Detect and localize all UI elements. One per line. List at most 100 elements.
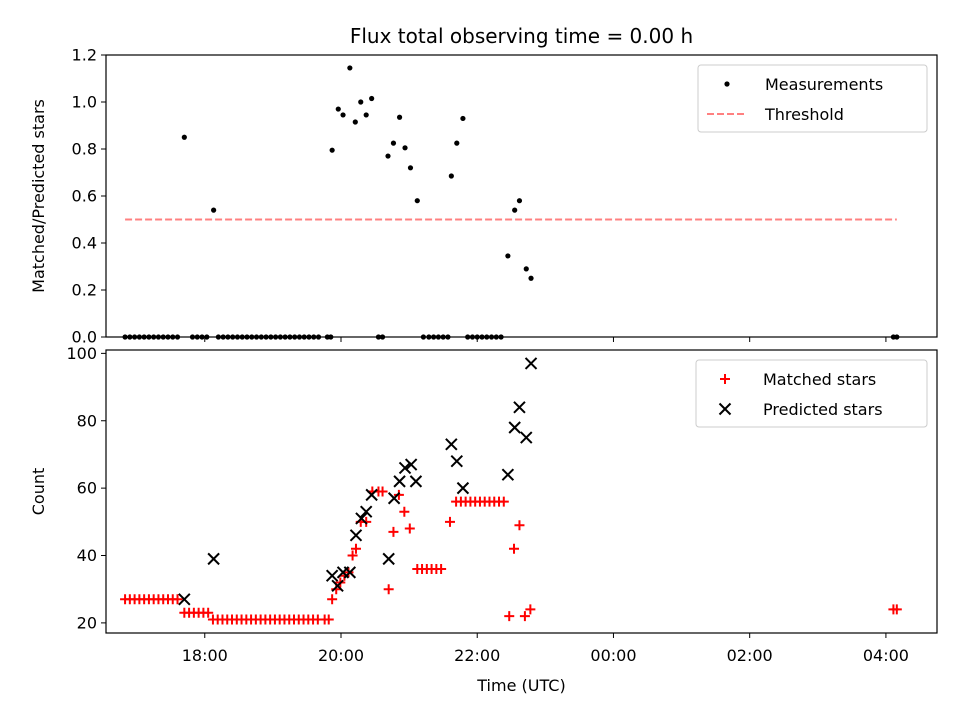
legend-box bbox=[697, 64, 928, 133]
measurement-point bbox=[390, 140, 397, 146]
matched-star-point bbox=[203, 607, 214, 618]
matched-star-point bbox=[350, 543, 361, 554]
matched-star-point bbox=[399, 506, 410, 517]
predicted-star-point bbox=[207, 552, 220, 566]
axes-frame bbox=[105, 349, 938, 634]
x-tick-label: 00:00 bbox=[590, 646, 636, 665]
measurement-point bbox=[347, 65, 353, 71]
predicted-star-point bbox=[343, 566, 357, 579]
predicted-star-point bbox=[398, 461, 412, 475]
matched-star-point bbox=[891, 604, 902, 615]
predicted-star-point bbox=[409, 475, 423, 488]
matched-star-point bbox=[323, 614, 334, 625]
measurement-point bbox=[352, 119, 358, 125]
matched-star-point bbox=[327, 594, 338, 605]
y-tick-label: 20 bbox=[77, 613, 97, 632]
x-tick-label: 04:00 bbox=[863, 646, 909, 665]
measurement-point bbox=[340, 112, 346, 118]
measurement-point bbox=[523, 266, 529, 272]
measurement-point bbox=[211, 207, 217, 213]
y-tick-label: 1.2 bbox=[72, 46, 97, 65]
x-tick-label: 22:00 bbox=[454, 646, 500, 665]
predicted-star-point bbox=[387, 492, 401, 505]
predicted-star-point bbox=[524, 357, 538, 370]
matched-star-point bbox=[525, 604, 536, 615]
matched-star-point bbox=[388, 526, 399, 537]
matched-star-point bbox=[172, 594, 183, 605]
x-axis-label: Time (UTC) bbox=[476, 676, 565, 695]
legend-label: Predicted stars bbox=[763, 400, 883, 419]
measurement-point bbox=[454, 140, 460, 146]
legend-label: Measurements bbox=[765, 75, 883, 94]
y-tick-label: 40 bbox=[77, 546, 97, 565]
predicted-star-point bbox=[349, 529, 363, 542]
measurement-point bbox=[363, 112, 369, 118]
x-tick-label: 20:00 bbox=[318, 646, 364, 665]
measurement-point bbox=[414, 198, 420, 204]
predicted-star-point bbox=[513, 401, 526, 414]
predicted-star-point bbox=[331, 579, 344, 593]
y-tick-label: 60 bbox=[77, 479, 97, 498]
matched-star-point bbox=[509, 543, 520, 554]
predicted-star-point bbox=[456, 481, 470, 495]
matched-star-point bbox=[377, 486, 388, 497]
y-axis-label: Count bbox=[29, 468, 48, 516]
legend: Measurements Threshold bbox=[697, 64, 928, 133]
measurement-point bbox=[335, 106, 341, 112]
y-tick-label: 100 bbox=[66, 344, 97, 363]
predicted-star-point bbox=[445, 438, 458, 451]
bottom-panel: 20 40 60 80 100 18:00 20:00 22:00 00:00 02:00 04:0… bbox=[29, 344, 938, 695]
predicted-star-point bbox=[325, 569, 339, 582]
measurement-point bbox=[369, 95, 375, 102]
matched-star-point bbox=[383, 584, 394, 595]
legend-label: Threshold bbox=[764, 105, 844, 124]
y-tick-label: 0.8 bbox=[72, 140, 97, 159]
measurement-point bbox=[407, 165, 414, 171]
predicted-star-point bbox=[382, 552, 395, 566]
legend-matched-marker bbox=[720, 374, 730, 384]
measurement-point bbox=[505, 253, 511, 259]
measurement-point bbox=[402, 145, 408, 151]
measurement-point bbox=[512, 207, 518, 213]
measurement-point bbox=[448, 173, 454, 179]
chart-title: Flux total observing time = 0.00 h bbox=[350, 24, 693, 48]
matched-star-point bbox=[514, 520, 525, 531]
predicted-star-point bbox=[393, 475, 406, 488]
predicted-star-point bbox=[508, 421, 521, 434]
predicted-star-point bbox=[359, 505, 373, 518]
predicted-star-point bbox=[355, 512, 368, 525]
measurement-point bbox=[181, 134, 187, 140]
legend-box bbox=[695, 359, 928, 428]
matched-star-point bbox=[444, 516, 455, 527]
predicted-star-point bbox=[501, 468, 515, 481]
measurement-point bbox=[396, 114, 403, 120]
y-tick-label: 80 bbox=[77, 411, 97, 430]
y-axis-label: Matched/Predicted stars bbox=[29, 99, 48, 293]
matched-star-point bbox=[519, 611, 530, 622]
matched-star-point bbox=[436, 563, 447, 574]
measurement-point bbox=[358, 99, 364, 105]
predicted-star-point bbox=[450, 454, 463, 468]
measurement-point bbox=[385, 153, 391, 159]
y-tick-label: 0.2 bbox=[72, 281, 97, 300]
predicted-star-point bbox=[520, 431, 533, 444]
matched-star-point bbox=[404, 523, 415, 534]
predicted-star-point bbox=[404, 458, 418, 471]
x-tick-label: 18:00 bbox=[182, 646, 228, 665]
axes-frame bbox=[105, 54, 938, 338]
legend: Matched stars Predicted stars bbox=[695, 359, 928, 428]
measurement-point bbox=[516, 198, 523, 204]
matched-star-point bbox=[498, 496, 509, 507]
predicted-star-point bbox=[178, 593, 191, 606]
x-tick-label: 02:00 bbox=[727, 646, 773, 665]
measurement-point bbox=[528, 275, 534, 281]
y-tick-label: 1.0 bbox=[72, 93, 97, 112]
y-tick-label: 0.0 bbox=[72, 328, 97, 347]
matched-star-point bbox=[504, 611, 515, 622]
y-tick-label: 0.6 bbox=[72, 187, 97, 206]
measurement-point bbox=[329, 147, 335, 153]
legend-predicted-marker bbox=[718, 402, 732, 416]
legend-measurements-marker bbox=[724, 81, 730, 87]
legend-label: Matched stars bbox=[763, 370, 876, 389]
predicted-star-point bbox=[365, 488, 378, 502]
